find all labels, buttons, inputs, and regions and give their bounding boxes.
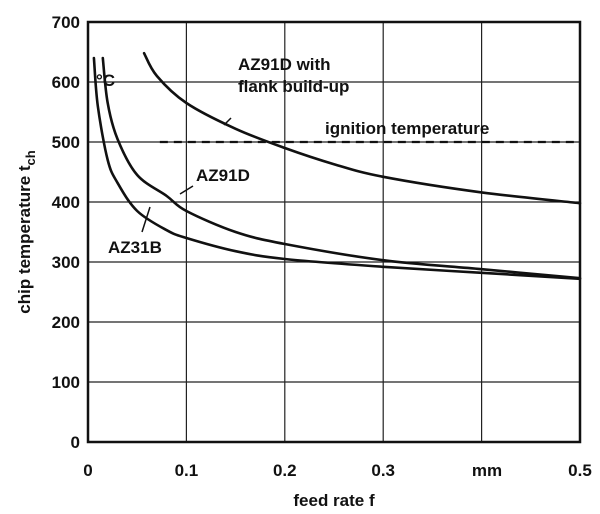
y-tick-label: 500 [52,133,80,152]
y-tick-label: 100 [52,373,80,392]
series-line-az91d [101,56,582,280]
y-axis-title-subscript: ch [23,150,38,165]
annotation-az31b: AZ31B [108,238,162,257]
y-tick-label: 700 [52,13,80,32]
leader-az31b [141,206,151,233]
y-axis-title: chip temperature tch [15,150,38,314]
series-line-az31b [92,56,582,281]
leader-flank [223,117,232,126]
x-tick-label: 0.5 [568,461,592,480]
y-tick-label: 300 [52,253,80,272]
x-unit-label: mm [472,461,502,480]
y-tick-label: 0 [71,433,80,452]
ignition-temperature-label: ignition temperature [325,119,489,138]
leader-az91d [179,185,194,195]
series-layer [92,51,582,281]
x-tick-label: 0.2 [273,461,297,480]
series-line-az91d-with-flank-build-up [142,51,582,205]
x-tick-label: 0.1 [175,461,199,480]
x-axis-title: feed rate f [293,491,375,510]
y-tick-label: 600 [52,73,80,92]
annotation-az91d-with: AZ91D with [238,55,331,74]
x-tick-label: 0.3 [371,461,395,480]
y-tick-label: 200 [52,313,80,332]
annotation-flank-build-up: flank build-up [238,77,349,96]
annotation-az91d: AZ91D [196,166,250,185]
plot-frame [86,20,582,444]
tick-labels: 0 100 200 300 400 500 600 700 0 0.1 0.2 0.3 0.5 [52,13,592,480]
y-axis-title-main: chip temperature t [15,165,34,314]
y-unit-label: °C [96,71,115,90]
x-tick-label: 0 [83,461,92,480]
y-tick-label: 400 [52,193,80,212]
